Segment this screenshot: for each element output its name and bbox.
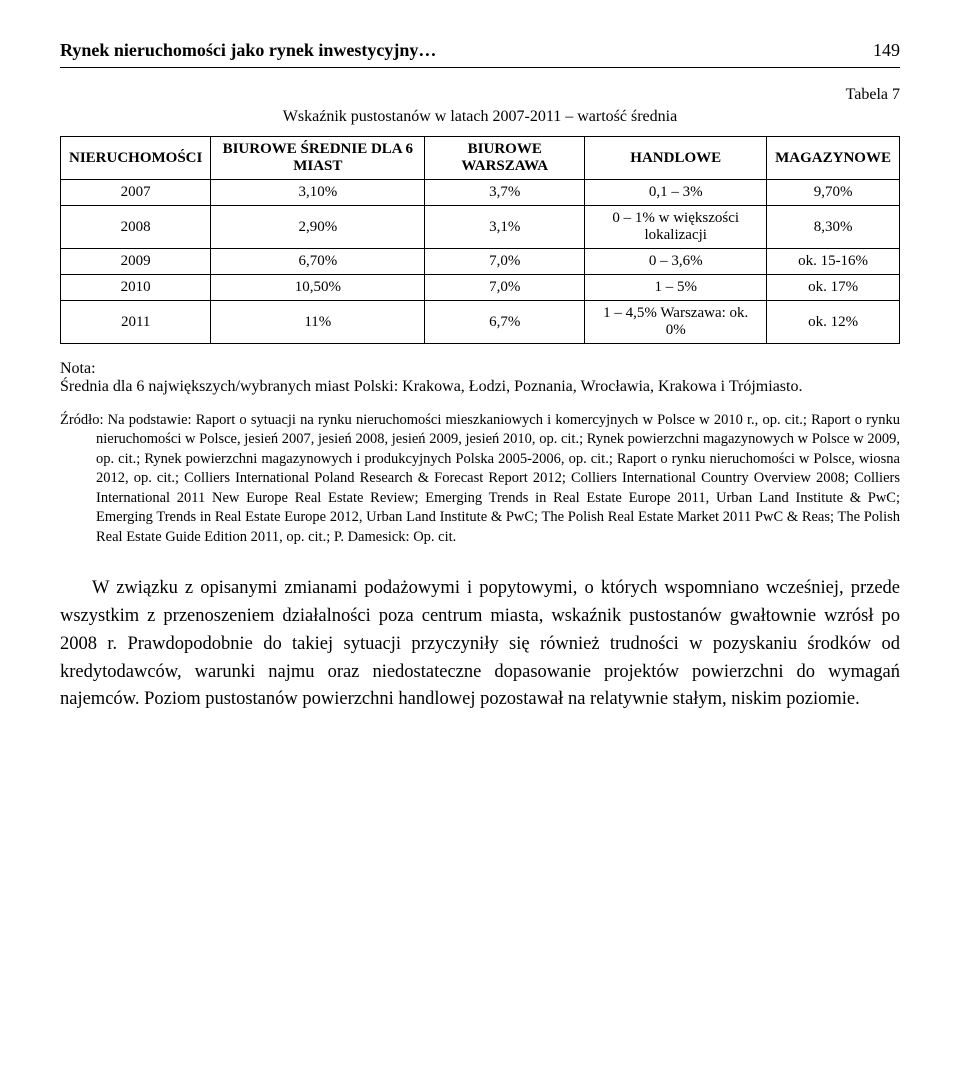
body-paragraph: W związku z opisanymi zmianami podażowym… <box>60 575 900 714</box>
table-cell: 8,30% <box>767 206 900 249</box>
table-header-row: NIERUCHOMOŚCI BIUROWE ŚREDNIE DLA 6 MIAS… <box>61 137 900 180</box>
table-row: 2010 10,50% 7,0% 1 – 5% ok. 17% <box>61 275 900 301</box>
table-cell: ok. 15-16% <box>767 249 900 275</box>
table-row: 2007 3,10% 3,7% 0,1 – 3% 9,70% <box>61 180 900 206</box>
table-cell: 3,10% <box>211 180 425 206</box>
table-cell: 1 – 5% <box>585 275 767 301</box>
page-header: Rynek nieruchomości jako rynek inwestycy… <box>60 40 900 68</box>
table-cell: 0 – 1% w większości lokalizacji <box>585 206 767 249</box>
table-header-cell: MAGAZYNOWE <box>767 137 900 180</box>
table-cell: ok. 17% <box>767 275 900 301</box>
header-title: Rynek nieruchomości jako rynek inwestycy… <box>60 40 436 61</box>
table-cell: 10,50% <box>211 275 425 301</box>
table-cell: 9,70% <box>767 180 900 206</box>
data-table: NIERUCHOMOŚCI BIUROWE ŚREDNIE DLA 6 MIAS… <box>60 136 900 344</box>
table-header-cell: BIUROWE WARSZAWA <box>425 137 585 180</box>
table-cell: 2,90% <box>211 206 425 249</box>
table-cell: 7,0% <box>425 249 585 275</box>
page-number: 149 <box>873 40 900 61</box>
table-cell: 11% <box>211 301 425 344</box>
table-cell: 0,1 – 3% <box>585 180 767 206</box>
table-cell: 0 – 3,6% <box>585 249 767 275</box>
nota-text: Średnia dla 6 największych/wybranych mia… <box>60 378 900 396</box>
table-caption: Wskaźnik pustostanów w latach 2007-2011 … <box>60 108 900 126</box>
table-row: 2008 2,90% 3,1% 0 – 1% w większości loka… <box>61 206 900 249</box>
table-cell: 3,1% <box>425 206 585 249</box>
table-cell: 2009 <box>61 249 211 275</box>
table-cell: ok. 12% <box>767 301 900 344</box>
table-cell: 2011 <box>61 301 211 344</box>
table-header-cell: BIUROWE ŚREDNIE DLA 6 MIAST <box>211 137 425 180</box>
table-cell: 2007 <box>61 180 211 206</box>
nota-label: Nota: <box>60 360 900 378</box>
table-cell: 7,0% <box>425 275 585 301</box>
source-text: Źródło: Na podstawie: Raport o sytuacji … <box>60 411 900 548</box>
table-cell: 1 – 4,5% Warszawa: ok. 0% <box>585 301 767 344</box>
table-label: Tabela 7 <box>60 86 900 104</box>
table-cell: 2008 <box>61 206 211 249</box>
table-header-cell: HANDLOWE <box>585 137 767 180</box>
table-row: 2011 11% 6,7% 1 – 4,5% Warszawa: ok. 0% … <box>61 301 900 344</box>
table-row: 2009 6,70% 7,0% 0 – 3,6% ok. 15-16% <box>61 249 900 275</box>
table-cell: 2010 <box>61 275 211 301</box>
table-cell: 6,70% <box>211 249 425 275</box>
table-cell: 6,7% <box>425 301 585 344</box>
table-header-cell: NIERUCHOMOŚCI <box>61 137 211 180</box>
table-cell: 3,7% <box>425 180 585 206</box>
